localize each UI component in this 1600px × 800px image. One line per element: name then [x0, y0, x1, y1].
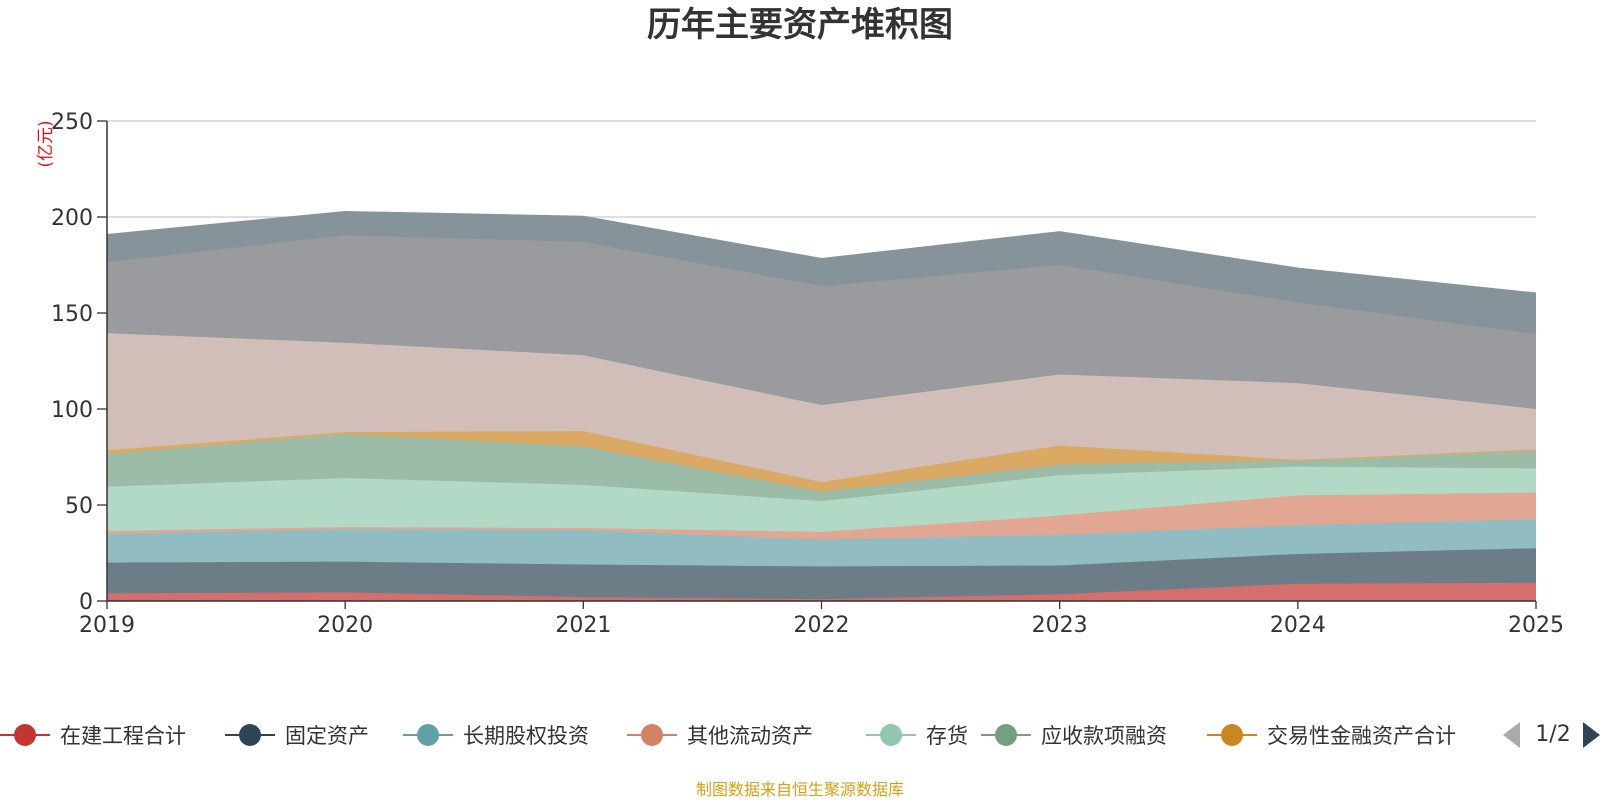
y-tick-label: 250 [51, 110, 93, 135]
legend-item[interactable]: 其他流动资产 [627, 724, 813, 748]
area-line-series-10 [106, 210, 1537, 296]
legend-label: 其他流动资产 [687, 724, 813, 748]
area-series-8 [107, 333, 1536, 482]
area-series-10 [107, 212, 1536, 335]
x-tick-label: 2020 [317, 613, 373, 638]
legend-label: 长期股权投资 [463, 724, 589, 748]
legend-item[interactable]: 在建工程合计 [0, 724, 186, 748]
legend-marker-icon [417, 724, 439, 746]
y-tick-label: 50 [65, 494, 93, 519]
legend: 在建工程合计 固定资产 长期股权投资 其他流动资产 存货 应收款项融资 交易性金融资产合计 [0, 724, 1456, 748]
legend-label: 存货 [926, 724, 968, 748]
legend-label: 交易性金融资产合计 [1267, 724, 1456, 748]
x-tick-label: 2022 [794, 613, 850, 638]
legend-marker-icon [14, 724, 36, 746]
legend-page-indicator: 1/2 [1535, 722, 1570, 747]
legend-item[interactable]: 长期股权投资 [403, 724, 589, 748]
legend-label: 固定资产 [285, 724, 369, 748]
x-tick-label: 2025 [1508, 613, 1564, 638]
legend-marker-icon [239, 724, 261, 746]
legend-marker-icon [1221, 724, 1243, 746]
x-tick-label: 2024 [1270, 613, 1326, 638]
axes: 0 50 100 150 200 250 2019 2020 2021 2022 2023 2024 2… [51, 110, 1564, 638]
chart-title: 历年主要资产堆积图 [647, 5, 953, 45]
x-tick-label: 2019 [79, 613, 135, 638]
legend-next-page-icon[interactable] [1583, 722, 1600, 748]
data-source-note: 制图数据来自恒生聚源数据库 [696, 780, 904, 799]
area-series-9 [107, 235, 1536, 409]
y-tick-label: 200 [51, 206, 93, 231]
y-tick-label: 0 [79, 590, 93, 615]
legend-pager: 1/2 [1503, 722, 1600, 748]
legend-item[interactable]: 应收款项融资 [981, 724, 1167, 748]
legend-prev-page-icon[interactable] [1503, 722, 1520, 748]
legend-label: 应收款项融资 [1041, 724, 1167, 748]
y-tick-label: 150 [51, 302, 93, 327]
legend-marker-icon [880, 724, 902, 746]
area-series-1 [107, 582, 1536, 601]
stacked-areas [106, 210, 1537, 601]
y-axis-unit-label: (亿元) [36, 120, 56, 167]
legend-item[interactable]: 固定资产 [225, 724, 369, 748]
y-tick-label: 100 [51, 398, 93, 423]
legend-marker-icon [995, 724, 1017, 746]
area-series-5 [107, 466, 1536, 532]
legend-marker-icon [641, 724, 663, 746]
legend-item[interactable]: 存货 [866, 724, 968, 748]
area-series-6 [107, 433, 1536, 502]
x-tick-label: 2023 [1032, 613, 1088, 638]
legend-item[interactable]: 交易性金融资产合计 [1207, 724, 1456, 748]
x-tick-label: 2021 [555, 613, 611, 638]
legend-label: 在建工程合计 [60, 724, 186, 748]
